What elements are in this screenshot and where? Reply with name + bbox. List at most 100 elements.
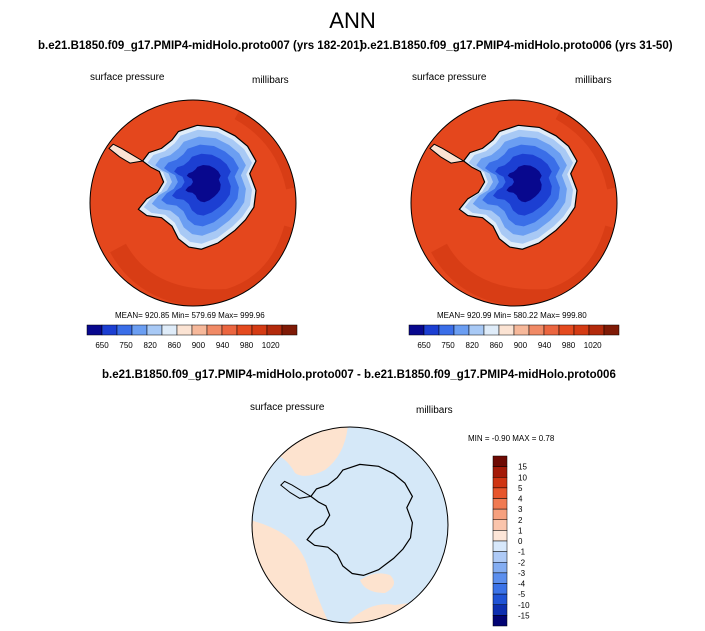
- panel3-colorbar-box-11: [492, 572, 508, 584]
- panel2-map-border: [410, 99, 618, 307]
- panel1-colorbar-box-13: [281, 324, 298, 336]
- panel3-map-border: [251, 426, 449, 624]
- panel1-colorbar: 650 750 820 860 900 940 980 1020: [86, 324, 298, 350]
- panel2-colorbar-box-9: [543, 324, 560, 336]
- panel1-colorbar-box-5: [161, 324, 178, 336]
- panel2-colorbar-label-1020: 1020: [584, 341, 602, 350]
- panel3-colorbar-box-10: [492, 562, 508, 574]
- panel1-colorbar-box-7: [191, 324, 208, 336]
- panel3-colorbar-box-0: [492, 455, 508, 467]
- panel1-variable-label: surface pressure: [90, 72, 165, 83]
- panel2-colorbar-box-4: [468, 324, 485, 336]
- panel1-colorbar-label-750: 750: [119, 341, 133, 350]
- panel2-colorbar-box-0: [408, 324, 425, 336]
- panel2-colorbar-box-1: [423, 324, 440, 336]
- panel2-colorbar-box-5: [483, 324, 500, 336]
- panel1-colorbar-label-860: 860: [168, 341, 182, 350]
- panel3-variable-label: surface pressure: [250, 402, 325, 413]
- panel1-map-body: [90, 100, 296, 306]
- panel3-case-title: b.e21.B1850.f09_g17.PMIP4-midHolo.proto0…: [102, 369, 616, 381]
- panel3-colorbar-label-1: 10: [518, 473, 527, 482]
- panel1-coastline: [137, 124, 257, 250]
- panel1-colorbar-box-6: [176, 324, 193, 336]
- panel3-colorbar-box-15: [492, 615, 508, 627]
- panel1-colorbar-label-650: 650: [95, 341, 109, 350]
- panel3-positive-patch: [360, 573, 394, 593]
- panel1-colorbar-box-3: [131, 324, 148, 336]
- panel3-colorbar-label-11: -4: [518, 580, 526, 589]
- panel2-case-title: b.e21.B1850.f09_g17.PMIP4-midHolo.proto0…: [360, 40, 673, 52]
- panel3-colorbar-box-3: [492, 487, 508, 499]
- panel2-colorbar-label-650: 650: [417, 341, 431, 350]
- panel2-colorbar-label-900: 900: [514, 341, 528, 350]
- panel2-coastline: [458, 124, 578, 250]
- panel2-map-body: [411, 100, 617, 306]
- panel2-pressure-level-0: [506, 165, 542, 203]
- panel3-polar-map: [251, 426, 449, 624]
- panel3-peninsula-coastline: [280, 480, 313, 499]
- panel3-colorbar-box-13: [492, 593, 508, 605]
- panel3-colorbar-label-0: 15: [518, 463, 527, 472]
- panel1-colorbar-box-2: [116, 324, 133, 336]
- panel3-negative-field: [252, 427, 448, 623]
- panel2-variable-label: surface pressure: [412, 72, 487, 83]
- panel2-colorbar-box-6: [498, 324, 515, 336]
- panel2-colorbar-box-2: [438, 324, 455, 336]
- panel1-colorbar-label-980: 980: [240, 341, 254, 350]
- panel1-units-label: millibars: [252, 75, 289, 86]
- panel2-colorbar-box-7: [513, 324, 530, 336]
- panel3-colorbar-box-12: [492, 583, 508, 595]
- panel1-colorbar-label-940: 940: [216, 341, 230, 350]
- panel3-colorbar-box-9: [492, 551, 508, 563]
- panel1-colorbar-box-11: [251, 324, 268, 336]
- panel3-colorbar-box-14: [492, 604, 508, 616]
- panel1-colorbar-box-9: [221, 324, 238, 336]
- panel1-map-border: [89, 99, 297, 307]
- panel1-stats: MEAN= 920.85 Min= 579.69 Max= 999.96: [115, 311, 265, 320]
- panel3-colorbar-label-12: -5: [518, 590, 526, 599]
- panel3-colorbar-box-8: [492, 540, 508, 552]
- panel1-colorbar-box-0: [86, 324, 103, 336]
- panel1-subpolar-band-2: [234, 106, 296, 190]
- panel2-colorbar-label-820: 820: [466, 341, 480, 350]
- panel3-colorbar-label-10: -3: [518, 569, 526, 578]
- panel2-colorbar-label-860: 860: [490, 341, 504, 350]
- panel3-colorbar-label-5: 2: [518, 516, 523, 525]
- panel2-subpolar-band-2: [555, 106, 617, 190]
- panel3-colorbar-box-1: [492, 466, 508, 478]
- panel3-colorbar-box-7: [492, 530, 508, 542]
- panel3-colorbar-label-3: 4: [518, 495, 523, 504]
- panel3-colorbar-label-13: -10: [518, 601, 530, 610]
- panel2-polar-map: [410, 99, 618, 307]
- panel2-colorbar-box-13: [603, 324, 620, 336]
- panel1-colorbar-box-8: [206, 324, 223, 336]
- panel2-colorbar-box-12: [588, 324, 605, 336]
- panel1-case-title: b.e21.B1850.f09_g17.PMIP4-midHolo.proto0…: [38, 40, 364, 52]
- panel3-map-body: [252, 427, 448, 623]
- panel3-colorbar-label-14: -15: [518, 611, 530, 620]
- panel1-colorbar-box-1: [101, 324, 118, 336]
- panel3-stats: MIN = -0.90 MAX = 0.78: [468, 434, 555, 443]
- panel2-stats: MEAN= 920.99 Min= 580.22 Max= 999.80: [437, 311, 587, 320]
- panel3-colorbar-box-5: [492, 508, 508, 520]
- panel1-colorbar-box-10: [236, 324, 253, 336]
- panel3-coastline: [306, 463, 414, 577]
- panel3-colorbar-label-8: -1: [518, 548, 526, 557]
- panel3-colorbar-label-7: 0: [518, 537, 523, 546]
- panel3-colorbar-box-6: [492, 519, 508, 531]
- panel2-colorbar-box-10: [558, 324, 575, 336]
- panel2-units-label: millibars: [575, 75, 612, 86]
- panel3-units-label: millibars: [416, 405, 453, 416]
- panel1-colorbar-box-4: [146, 324, 163, 336]
- panel1-colorbar-label-820: 820: [144, 341, 158, 350]
- panel2-peninsula-coastline: [429, 143, 466, 164]
- page-title: ANN: [329, 8, 376, 33]
- panel3-colorbar-label-9: -2: [518, 558, 526, 567]
- panel1-colorbar-box-12: [266, 324, 283, 336]
- panel2-colorbar-box-11: [573, 324, 590, 336]
- panel1-colorbar-label-900: 900: [192, 341, 206, 350]
- panel3-colorbar-box-2: [492, 477, 508, 489]
- panel3-colorbar-label-2: 5: [518, 484, 523, 493]
- panel2-colorbar-box-8: [528, 324, 545, 336]
